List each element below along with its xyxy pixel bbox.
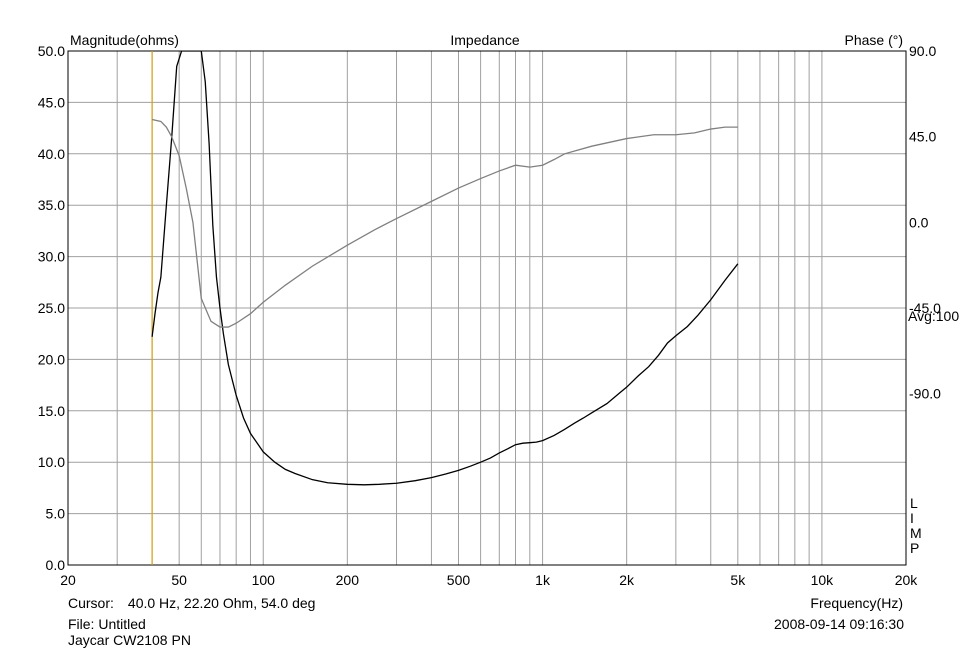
x-tick-label: 1k bbox=[535, 572, 551, 588]
x-axis-title: Frequency(Hz) bbox=[810, 595, 903, 611]
side-letter: M bbox=[910, 525, 922, 541]
y-tick-label: 50.0 bbox=[38, 43, 65, 59]
y-tick-label: 20.0 bbox=[38, 351, 65, 367]
y-tick-label: 40.0 bbox=[38, 146, 65, 162]
x-tick-label: 20k bbox=[895, 572, 919, 588]
x-tick-label: 2k bbox=[619, 572, 635, 588]
left-axis-title: Magnitude(ohms) bbox=[70, 32, 179, 48]
y-tick-label: 30.0 bbox=[38, 249, 65, 265]
phase-tick-label: -45.0 bbox=[909, 300, 941, 316]
right-axis-title: Phase (°) bbox=[844, 32, 903, 48]
phase-tick-label: -90.0 bbox=[909, 386, 941, 402]
cursor-readout: Cursor: 40.0 Hz, 22.20 Ohm, 54.0 deg bbox=[68, 595, 315, 611]
side-letter: I bbox=[910, 510, 914, 526]
side-letter: L bbox=[910, 495, 918, 511]
y-tick-label: 35.0 bbox=[38, 197, 65, 213]
timestamp: 2008-09-14 09:16:30 bbox=[774, 616, 904, 632]
y-tick-label: 0.0 bbox=[46, 557, 66, 573]
magnitude-series-line bbox=[151, 51, 739, 486]
y-tick-label: 10.0 bbox=[38, 454, 65, 470]
x-tick-label: 5k bbox=[730, 572, 746, 588]
y-tick-label: 15.0 bbox=[38, 403, 65, 419]
series bbox=[151, 51, 739, 486]
file-name: File: Untitled bbox=[68, 616, 146, 632]
device-name: Jaycar CW2108 PN bbox=[68, 632, 191, 648]
x-tick-label: 500 bbox=[447, 572, 471, 588]
y-tick-label: 45.0 bbox=[38, 94, 65, 110]
chart-title: Impedance bbox=[450, 32, 519, 48]
cursor-label: Cursor: bbox=[68, 595, 114, 611]
y-tick-label: 25.0 bbox=[38, 300, 65, 316]
x-tick-label: 100 bbox=[252, 572, 276, 588]
y-tick-label: 5.0 bbox=[46, 506, 66, 522]
phase-tick-label: 0.0 bbox=[909, 214, 929, 230]
avg-note: Avg:100 bbox=[908, 308, 959, 324]
x-tick-label: 50 bbox=[171, 572, 187, 588]
x-tick-label: 200 bbox=[336, 572, 360, 588]
x-tick-label: 10k bbox=[811, 572, 835, 588]
x-tick-label: 20 bbox=[60, 572, 76, 588]
phase-tick-label: 90.0 bbox=[909, 43, 936, 59]
cursor-value: 40.0 Hz, 22.20 Ohm, 54.0 deg bbox=[127, 595, 316, 611]
phase-tick-label: 45.0 bbox=[909, 129, 936, 145]
side-letter: P bbox=[910, 540, 919, 556]
grid bbox=[68, 51, 906, 565]
plot-frame bbox=[67, 50, 907, 566]
phase-series-line bbox=[151, 118, 738, 328]
tick-labels: 0.0 5.0 10.0 15.0 20.0 25.0 30.0 35.0 40.0 45.0 50… bbox=[38, 43, 941, 588]
